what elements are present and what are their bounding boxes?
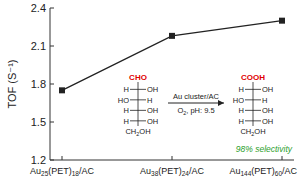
y-tick [50, 122, 54, 123]
substituent: H [124, 106, 129, 115]
y-tick [50, 8, 54, 9]
structure-top: CHO [129, 73, 147, 82]
substituent: H [239, 85, 244, 94]
selectivity: 98% selectivity [236, 144, 293, 154]
arrow [168, 103, 224, 104]
catalyst: Au cluster/AC [173, 92, 219, 101]
substituent: H [239, 117, 244, 126]
marker [279, 18, 285, 24]
structure-bottom: CH2OH [125, 127, 150, 137]
substituent: OH [262, 117, 273, 126]
substituent: HO [233, 96, 244, 105]
plot-area [59, 18, 285, 94]
marker [169, 33, 175, 39]
y-tick [50, 160, 54, 161]
substituent: H [239, 106, 244, 115]
bond [253, 82, 254, 126]
bond [245, 99, 261, 100]
x-tick [282, 156, 283, 160]
bond [130, 110, 146, 111]
x-tick [62, 156, 63, 160]
fischer-product: COOHHOHHOHHOHHOHCH2OH [233, 73, 274, 137]
y-tick-label: 2.4 [31, 2, 46, 14]
y-tick [50, 46, 54, 47]
y-tick-label: 1.2 [31, 154, 46, 166]
y-tick-label: 1.5 [31, 116, 46, 128]
y-tick-label: 2.1 [31, 40, 46, 52]
conditions: O2, pH: 9.5 [177, 106, 214, 116]
bond [130, 99, 146, 100]
substituent: OH [147, 106, 158, 115]
bond [130, 120, 146, 121]
y-axis-label: TOF (S⁻¹) [6, 60, 18, 109]
marker [59, 87, 65, 93]
structure-bottom: CH2OH [240, 127, 265, 137]
x-tick-label: Au144(PET)60/AC [229, 166, 297, 177]
substituent: OH [147, 117, 158, 126]
y-tick [50, 84, 54, 85]
bond [245, 120, 261, 121]
fischer-reactant: CHOHOHHOHHOHHOHCH2OH [118, 73, 159, 137]
bond [138, 82, 139, 126]
bond [245, 110, 261, 111]
structure-top: COOH [241, 73, 265, 82]
x-tick-label: Au38(PET)24/AC [140, 166, 204, 177]
x-tick [172, 156, 173, 160]
substituent: H [147, 96, 152, 105]
chart: 1.2 1.5 1.8 2.1 2.4 TOF (S⁻¹) Au25(PET)18/AC Au… [0, 0, 299, 189]
substituent: H [124, 85, 129, 94]
x-tick-label: Au25(PET)18/AC [30, 166, 94, 177]
line [62, 21, 282, 91]
substituent: OH [147, 85, 158, 94]
y-tick-label: 1.8 [31, 78, 46, 90]
substituent: H [124, 117, 129, 126]
substituent: HO [118, 96, 129, 105]
substituent: H [262, 96, 267, 105]
substituent: OH [262, 85, 273, 94]
bond [245, 89, 261, 90]
substituent: OH [262, 106, 273, 115]
bond [130, 89, 146, 90]
